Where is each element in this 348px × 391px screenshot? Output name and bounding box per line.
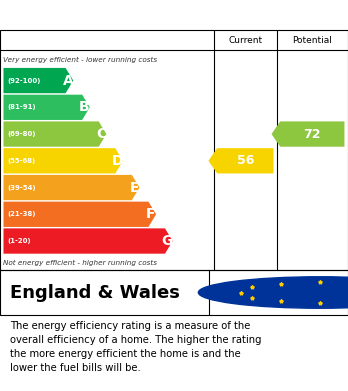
Text: Current: Current	[228, 36, 262, 45]
Circle shape	[198, 277, 348, 308]
Text: 72: 72	[303, 127, 321, 140]
Polygon shape	[3, 228, 173, 254]
Polygon shape	[3, 68, 73, 93]
Text: (81-91): (81-91)	[8, 104, 36, 110]
Text: A: A	[63, 74, 73, 88]
Text: Energy Efficiency Rating: Energy Efficiency Rating	[10, 7, 220, 23]
Text: The energy efficiency rating is a measure of the
overall efficiency of a home. T: The energy efficiency rating is a measur…	[10, 321, 262, 373]
Text: C: C	[96, 127, 106, 141]
Text: Not energy efficient - higher running costs: Not energy efficient - higher running co…	[3, 260, 158, 266]
Text: Potential: Potential	[292, 36, 332, 45]
Polygon shape	[3, 175, 140, 200]
Text: D: D	[112, 154, 123, 168]
Text: (39-54): (39-54)	[8, 185, 36, 190]
Text: G: G	[161, 234, 173, 248]
Polygon shape	[3, 202, 156, 227]
Polygon shape	[3, 148, 123, 174]
Text: E: E	[129, 181, 139, 195]
Text: (69-80): (69-80)	[8, 131, 36, 137]
Text: (1-20): (1-20)	[8, 238, 31, 244]
Text: F: F	[146, 207, 156, 221]
Text: Very energy efficient - lower running costs: Very energy efficient - lower running co…	[3, 57, 158, 63]
Text: (92-100): (92-100)	[8, 77, 41, 84]
Text: B: B	[79, 100, 90, 114]
Polygon shape	[3, 122, 106, 147]
Polygon shape	[208, 148, 274, 174]
Polygon shape	[271, 122, 345, 147]
Text: EU Directive
2002/91/EC: EU Directive 2002/91/EC	[248, 282, 304, 303]
Polygon shape	[3, 95, 90, 120]
Text: (55-68): (55-68)	[8, 158, 36, 164]
Text: England & Wales: England & Wales	[10, 283, 180, 301]
Text: 56: 56	[237, 154, 254, 167]
Text: (21-38): (21-38)	[8, 211, 36, 217]
